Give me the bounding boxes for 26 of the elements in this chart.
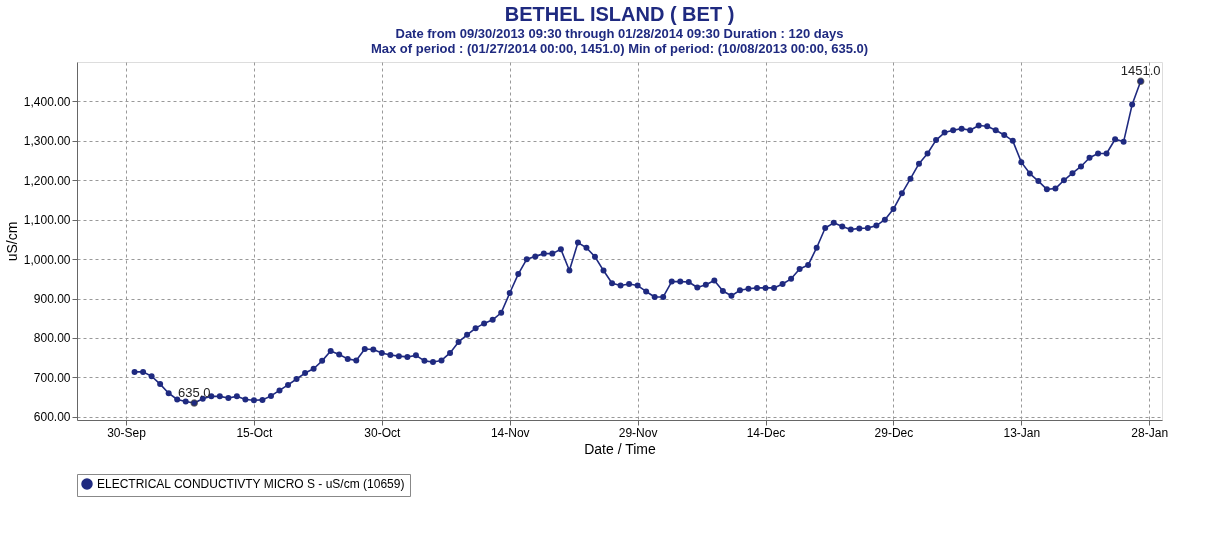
x-axis-title: Date / Time	[584, 440, 656, 457]
x-tick-label: 28-Jan	[1131, 425, 1169, 440]
y-tick-label: 600.00	[33, 410, 71, 425]
chart-subtitle: Date from 09/30/2013 09:30 through 01/28/2014 09:30 Duration : 120 days	[395, 26, 844, 41]
x-tick-label: 30-Sep	[107, 425, 147, 440]
x-tick-label: 29-Nov	[618, 425, 658, 440]
chart-title: BETHEL ISLAND ( BET )	[504, 3, 735, 25]
y-tick-label: 700.00	[33, 370, 71, 385]
y-tick-label: 1,200.00	[23, 173, 71, 188]
y-tick-label: 1,100.00	[23, 213, 71, 228]
annotation: 1451.0	[1120, 63, 1161, 79]
text: Max of period : (01/27/2014 00:00, 1451.0) Min of period: (10/08/2013 00:00, 635.0)	[370, 41, 869, 56]
y-axis-title: uS/cm	[3, 221, 20, 262]
x-tick-label: 15-Oct	[236, 425, 274, 440]
x-tick-label: 29-Dec	[874, 425, 914, 440]
x-tick-label: 13-Jan	[1003, 425, 1041, 440]
y-tick-label: 1,000.00	[23, 252, 71, 267]
y-tick-label: 1,300.00	[23, 134, 71, 149]
x-tick-label: 14-Dec	[746, 425, 786, 440]
y-tick-label: 1,400.00	[23, 94, 71, 109]
x-tick-label: 30-Oct	[364, 425, 401, 440]
y-tick-label: 900.00	[33, 292, 71, 307]
x-tick-label: 14-Nov	[490, 425, 530, 440]
y-tick-label: 800.00	[33, 331, 71, 346]
legend-label: ELECTRICAL CONDUCTIVTY MICRO S - uS/cm (10659)	[97, 477, 405, 491]
annotation: 635.0	[177, 385, 211, 401]
